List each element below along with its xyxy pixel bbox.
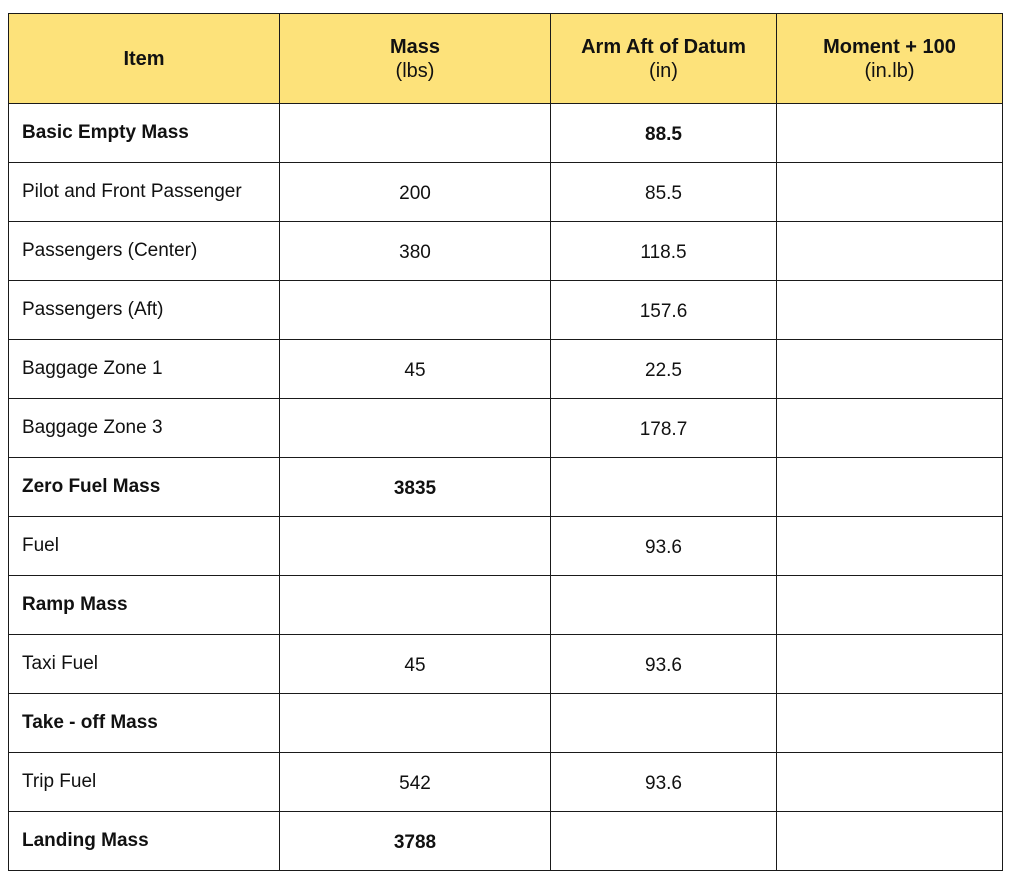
table-header: Item Mass (lbs) Arm Aft of Datum (in) Mo… — [8, 13, 1003, 104]
header-arm-label: Arm Aft of Datum — [581, 35, 746, 58]
row-moment — [776, 516, 1003, 576]
row-mass — [279, 280, 551, 340]
table-row: Fuel 93.6 — [8, 516, 1003, 576]
header-moment: Moment + 100 (in.lb) — [776, 13, 1003, 104]
row-item: Passengers (Center) — [8, 221, 280, 281]
row-arm: 93.6 — [550, 516, 777, 576]
table-row: Baggage Zone 3 178.7 — [8, 398, 1003, 458]
row-arm: 85.5 — [550, 162, 777, 222]
row-moment — [776, 634, 1003, 694]
row-mass: 45 — [279, 634, 551, 694]
row-moment — [776, 280, 1003, 340]
row-arm — [550, 457, 777, 517]
row-item: Landing Mass — [8, 811, 280, 871]
row-moment — [776, 162, 1003, 222]
row-mass — [279, 516, 551, 576]
table-row: Taxi Fuel 45 93.6 — [8, 634, 1003, 694]
header-mass-label: Mass — [389, 35, 441, 58]
row-moment — [776, 398, 1003, 458]
row-arm — [550, 811, 777, 871]
row-arm: 93.6 — [550, 634, 777, 694]
header-mass-unit: (lbs) — [395, 59, 435, 82]
row-arm — [550, 693, 777, 753]
row-moment — [776, 457, 1003, 517]
header-arm-unit: (in) — [649, 59, 678, 82]
row-mass: 3788 — [279, 811, 551, 871]
row-item: Take - off Mass — [8, 693, 280, 753]
table-row: Pilot and Front Passenger 200 85.5 — [8, 162, 1003, 222]
row-item: Ramp Mass — [8, 575, 280, 635]
row-moment — [776, 339, 1003, 399]
header-moment-unit: (in.lb) — [864, 59, 915, 82]
row-item: Passengers (Aft) — [8, 280, 280, 340]
row-moment — [776, 575, 1003, 635]
table-row: Take - off Mass — [8, 693, 1003, 753]
header-row: Item Mass (lbs) Arm Aft of Datum (in) Mo… — [8, 13, 1003, 104]
row-mass — [279, 398, 551, 458]
row-moment — [776, 221, 1003, 281]
row-item: Fuel — [8, 516, 280, 576]
row-arm: 178.7 — [550, 398, 777, 458]
row-arm — [550, 575, 777, 635]
table-row: Basic Empty Mass 88.5 — [8, 103, 1003, 163]
row-mass — [279, 575, 551, 635]
header-arm: Arm Aft of Datum (in) — [550, 13, 777, 104]
row-moment — [776, 811, 1003, 871]
table-row: Baggage Zone 1 45 22.5 — [8, 339, 1003, 399]
table-row: Trip Fuel 542 93.6 — [8, 752, 1003, 812]
row-item: Zero Fuel Mass — [8, 457, 280, 517]
table-row: Ramp Mass — [8, 575, 1003, 635]
row-arm: 93.6 — [550, 752, 777, 812]
row-mass: 3835 — [279, 457, 551, 517]
row-mass — [279, 103, 551, 163]
row-mass — [279, 693, 551, 753]
table-body: Basic Empty Mass 88.5 Pilot and Front Pa… — [8, 103, 1003, 871]
header-moment-label: Moment + 100 — [823, 35, 956, 58]
header-item-label: Item — [123, 47, 165, 70]
row-mass: 542 — [279, 752, 551, 812]
row-arm: 88.5 — [550, 103, 777, 163]
row-item: Baggage Zone 1 — [8, 339, 280, 399]
row-mass: 45 — [279, 339, 551, 399]
row-moment — [776, 693, 1003, 753]
row-moment — [776, 752, 1003, 812]
header-item: Item — [8, 13, 280, 104]
mass-balance-table: Item Mass (lbs) Arm Aft of Datum (in) Mo… — [8, 13, 1003, 871]
row-item: Basic Empty Mass — [8, 103, 280, 163]
row-item: Baggage Zone 3 — [8, 398, 280, 458]
row-mass: 380 — [279, 221, 551, 281]
table-row: Zero Fuel Mass 3835 — [8, 457, 1003, 517]
table-row: Passengers (Aft) 157.6 — [8, 280, 1003, 340]
row-arm: 118.5 — [550, 221, 777, 281]
row-arm: 22.5 — [550, 339, 777, 399]
header-mass: Mass (lbs) — [279, 13, 551, 104]
table-row: Passengers (Center) 380 118.5 — [8, 221, 1003, 281]
row-item: Taxi Fuel — [8, 634, 280, 694]
table-row: Landing Mass 3788 — [8, 811, 1003, 871]
row-item: Pilot and Front Passenger — [8, 162, 280, 222]
row-moment — [776, 103, 1003, 163]
row-arm: 157.6 — [550, 280, 777, 340]
row-item: Trip Fuel — [8, 752, 280, 812]
row-mass: 200 — [279, 162, 551, 222]
